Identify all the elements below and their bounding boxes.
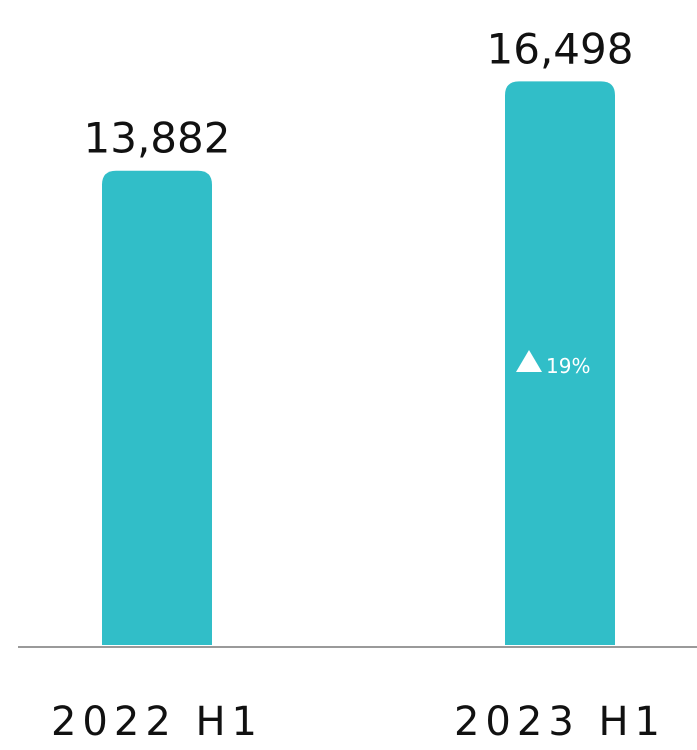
bar-2023-h1 [505, 81, 615, 645]
category-label-2022-h1: 2022 H1 [51, 699, 263, 745]
bars-layer [102, 81, 615, 645]
growth-annotation: 19% [546, 354, 590, 378]
bar-2022-h1 [102, 170, 212, 645]
category-label-2023-h1: 2023 H1 [454, 699, 666, 745]
triangle-up-icon [516, 350, 542, 372]
value-label-2022-h1: 13,882 [84, 114, 231, 163]
labels-layer: 13,882 2022 H1 16,498 2023 H1 19% [51, 24, 666, 745]
value-label-2023-h1: 16,498 [487, 24, 634, 73]
